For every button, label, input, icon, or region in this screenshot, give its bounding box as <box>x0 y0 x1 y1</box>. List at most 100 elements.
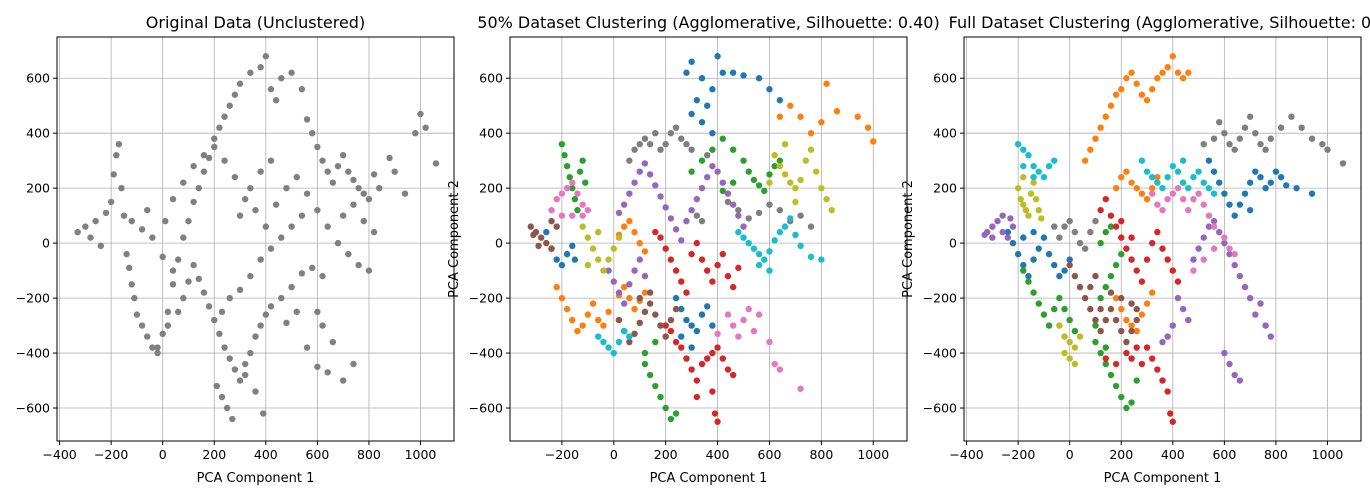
data-point <box>1092 316 1099 324</box>
data-point <box>1283 182 1290 189</box>
data-point <box>688 110 695 118</box>
data-point <box>1226 140 1233 148</box>
data-point <box>257 168 264 175</box>
data-point <box>1164 256 1171 263</box>
data-point <box>745 168 752 175</box>
data-point <box>600 338 607 346</box>
data-point <box>729 146 737 153</box>
data-point <box>376 184 383 192</box>
data-point <box>698 217 706 225</box>
data-point <box>1071 228 1079 236</box>
data-point <box>1324 146 1331 153</box>
data-point <box>704 151 711 159</box>
data-point <box>626 333 633 340</box>
data-point <box>672 267 680 274</box>
data-point <box>1210 190 1218 197</box>
data-point <box>231 173 239 181</box>
data-point <box>211 135 218 142</box>
data-point <box>766 201 773 208</box>
data-point <box>569 184 576 192</box>
series-9 <box>1014 173 1084 368</box>
data-point <box>1133 80 1140 87</box>
data-point <box>267 303 275 310</box>
data-point <box>226 355 233 362</box>
data-point <box>1035 245 1042 252</box>
data-point <box>159 253 166 261</box>
data-point <box>729 179 737 186</box>
data-point <box>1040 173 1048 181</box>
data-point <box>257 322 264 329</box>
data-point <box>241 360 249 368</box>
data-point <box>180 294 187 302</box>
data-point <box>1128 300 1135 307</box>
data-point <box>615 338 623 346</box>
data-point <box>698 157 706 164</box>
x-tick-label: 200 <box>202 447 226 462</box>
data-point <box>823 80 830 87</box>
data-point <box>636 239 643 247</box>
data-point <box>605 267 612 274</box>
data-point <box>641 289 649 296</box>
data-point <box>241 371 249 379</box>
data-point <box>1004 234 1012 241</box>
data-point <box>1169 53 1177 60</box>
data-point <box>704 102 711 109</box>
data-point <box>797 385 804 392</box>
series-8 <box>1051 113 1347 252</box>
data-point <box>174 308 182 316</box>
data-point <box>1056 234 1063 241</box>
data-point <box>1102 355 1109 362</box>
data-point <box>226 102 233 109</box>
data-point <box>1221 239 1228 247</box>
data-point <box>1107 212 1115 219</box>
data-point <box>216 330 223 338</box>
data-point <box>1071 360 1079 368</box>
data-point <box>324 168 331 175</box>
data-point <box>1118 86 1125 93</box>
data-point <box>563 305 571 313</box>
data-point <box>1076 283 1084 291</box>
data-point <box>298 86 306 93</box>
data-point <box>776 162 784 170</box>
y-tick-label: −600 <box>923 401 957 416</box>
data-point <box>719 179 726 186</box>
data-point <box>169 267 177 274</box>
data-point <box>1277 124 1285 131</box>
data-point <box>1092 217 1099 225</box>
series-5 <box>605 160 747 307</box>
data-point <box>750 176 758 184</box>
data-point <box>755 311 763 318</box>
data-point <box>329 338 337 346</box>
data-point <box>553 256 560 263</box>
data-point <box>589 245 597 252</box>
data-point <box>672 305 680 313</box>
data-point <box>1190 267 1197 274</box>
data-point <box>334 239 342 247</box>
data-point <box>1056 322 1063 329</box>
data-point <box>657 234 664 241</box>
series-1 <box>74 53 440 423</box>
y-tick-label: −400 <box>16 346 50 361</box>
data-point <box>662 333 669 340</box>
data-point <box>128 217 135 225</box>
data-point <box>1210 135 1218 142</box>
data-point <box>1066 256 1073 263</box>
data-point <box>432 160 440 167</box>
data-point <box>1087 305 1094 313</box>
data-point <box>319 157 326 164</box>
data-point <box>1185 206 1192 214</box>
data-point <box>776 157 784 164</box>
data-point <box>1066 217 1073 225</box>
data-point <box>1190 173 1197 181</box>
data-point <box>1236 272 1244 280</box>
data-point <box>1020 234 1027 241</box>
data-point <box>584 206 592 214</box>
data-point <box>802 157 810 164</box>
data-point <box>1128 322 1135 329</box>
data-point <box>1118 305 1125 313</box>
data-point <box>698 311 706 318</box>
data-point <box>169 281 177 288</box>
data-point <box>569 179 576 186</box>
data-point <box>370 171 378 178</box>
